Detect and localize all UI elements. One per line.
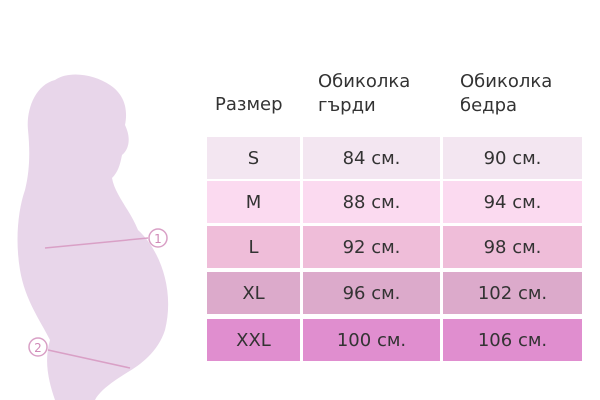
table-cell: XXL [207, 319, 300, 361]
table-cell: XL [207, 272, 300, 314]
marker-circle [148, 228, 168, 248]
silhouette: 1 2 [17, 74, 169, 400]
table-cell: 98 см. [443, 226, 582, 268]
hip-line [47, 349, 131, 369]
table-cell: 90 см. [443, 137, 582, 179]
bust-line [44, 237, 149, 249]
table-cell: 102 см. [443, 272, 582, 314]
marker-label: 1 [154, 232, 162, 246]
table-cell: M [207, 181, 300, 223]
ponytail [33, 85, 55, 240]
column-header: Размер [215, 94, 283, 115]
marker-circle [28, 337, 48, 357]
table-cell: 84 см. [303, 137, 440, 179]
column-header: Обиколка бедра [460, 71, 553, 116]
table-cell: 88 см. [303, 181, 440, 223]
table-cell: 106 см. [443, 319, 582, 361]
column-header: Обиколка гърди [318, 71, 411, 116]
body-shape [17, 74, 169, 400]
table-cell: L [207, 226, 300, 268]
table-cell: 100 см. [303, 319, 440, 361]
marker-label: 2 [34, 341, 42, 355]
table-cell: 94 см. [443, 181, 582, 223]
table-cell: S [207, 137, 300, 179]
table-cell: 92 см. [303, 226, 440, 268]
table-cell: 96 см. [303, 272, 440, 314]
